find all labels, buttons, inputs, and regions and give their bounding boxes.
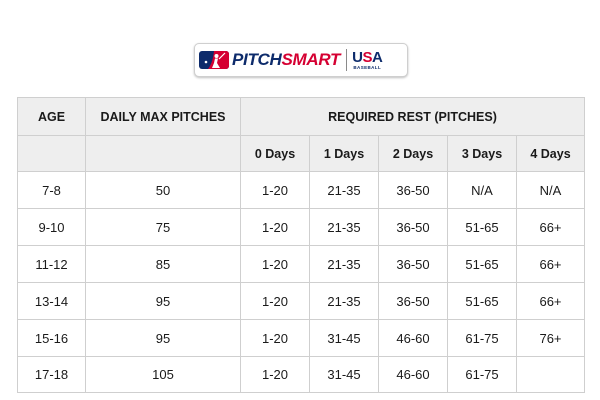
rest-cell: 76+ <box>516 319 585 357</box>
usa-logo-a: A <box>372 48 383 66</box>
rest-cell: 51-65 <box>447 282 517 320</box>
max-pitches-cell: 95 <box>85 319 241 357</box>
max-pitches-cell: 95 <box>85 282 241 320</box>
age-cell: 9-10 <box>17 208 86 246</box>
subheader-empty-max <box>85 135 241 172</box>
rest-cell: 31-45 <box>309 319 379 357</box>
rest-cell: 51-65 <box>447 208 517 246</box>
subheader-rest-day: 1 Days <box>309 135 379 172</box>
rest-cell: 51-65 <box>447 245 517 283</box>
table-row: 15-16 95 1-20 31-45 46-60 61-75 76+ <box>17 319 585 357</box>
mlb-batter-logo-icon <box>199 51 229 69</box>
max-pitches-cell: 50 <box>85 171 241 209</box>
rest-cell: 21-35 <box>309 171 379 209</box>
subheader-rest-day: 3 Days <box>447 135 517 172</box>
logo-pitch-text: PITCH <box>232 50 282 69</box>
subheader-rest-day: 0 Days <box>240 135 310 172</box>
rest-cell: 1-20 <box>240 208 310 246</box>
rest-cell: 1-20 <box>240 319 310 357</box>
usa-logo-subtitle: BASEBALL <box>353 64 382 70</box>
rest-cell: 46-60 <box>378 319 448 357</box>
rest-cell: 1-20 <box>240 356 310 393</box>
header-daily-max-pitches: DAILY MAX PITCHES <box>85 97 241 136</box>
rest-cell: 1-20 <box>240 245 310 283</box>
subheader-rest-day: 4 Days <box>516 135 585 172</box>
pitch-count-table: AGE DAILY MAX PITCHES REQUIRED REST (PIT… <box>17 97 585 393</box>
usa-logo-u: U <box>352 48 363 66</box>
rest-cell: 21-35 <box>309 208 379 246</box>
rest-cell: N/A <box>516 171 585 209</box>
max-pitches-cell: 75 <box>85 208 241 246</box>
rest-cell: 36-50 <box>378 171 448 209</box>
rest-cell <box>516 356 585 393</box>
age-cell: 17-18 <box>17 356 86 393</box>
age-cell: 7-8 <box>17 171 86 209</box>
rest-cell: 31-45 <box>309 356 379 393</box>
usa-baseball-logo: USA BASEBALL <box>352 48 383 71</box>
rest-cell: 1-20 <box>240 171 310 209</box>
rest-cell: N/A <box>447 171 517 209</box>
logo-divider <box>346 49 348 71</box>
rest-cell: 21-35 <box>309 245 379 283</box>
age-cell: 15-16 <box>17 319 86 357</box>
rest-cell: 21-35 <box>309 282 379 320</box>
subheader-rest-day: 2 Days <box>378 135 448 172</box>
usa-logo-s: S <box>362 48 373 66</box>
age-cell: 11-12 <box>17 245 86 283</box>
rest-cell: 61-75 <box>447 319 517 357</box>
table-row: 11-12 85 1-20 21-35 36-50 51-65 66+ <box>17 245 585 283</box>
rest-cell: 1-20 <box>240 282 310 320</box>
table-subheader-row: 0 Days 1 Days 2 Days 3 Days 4 Days <box>17 135 585 172</box>
table-row: 13-14 95 1-20 21-35 36-50 51-65 66+ <box>17 282 585 320</box>
rest-cell: 36-50 <box>378 245 448 283</box>
rest-cell: 61-75 <box>447 356 517 393</box>
table-row: 17-18 105 1-20 31-45 46-60 61-75 <box>17 356 585 393</box>
header-required-rest: REQUIRED REST (PITCHES) <box>240 97 585 136</box>
table-header-row: AGE DAILY MAX PITCHES REQUIRED REST (PIT… <box>17 97 585 136</box>
rest-cell: 66+ <box>516 282 585 320</box>
subheader-empty-age <box>17 135 86 172</box>
age-cell: 13-14 <box>17 282 86 320</box>
rest-cell: 66+ <box>516 208 585 246</box>
pitch-smart-logo: PITCH SMART USA BASEBALL <box>194 43 408 77</box>
max-pitches-cell: 105 <box>85 356 241 393</box>
table-row: 9-10 75 1-20 21-35 36-50 51-65 66+ <box>17 208 585 246</box>
table-row: 7-8 50 1-20 21-35 36-50 N/A N/A <box>17 171 585 209</box>
rest-cell: 66+ <box>516 245 585 283</box>
max-pitches-cell: 85 <box>85 245 241 283</box>
rest-cell: 36-50 <box>378 282 448 320</box>
logo-smart-text: SMART <box>281 50 341 69</box>
header-age: AGE <box>17 97 86 136</box>
rest-cell: 46-60 <box>378 356 448 393</box>
rest-cell: 36-50 <box>378 208 448 246</box>
